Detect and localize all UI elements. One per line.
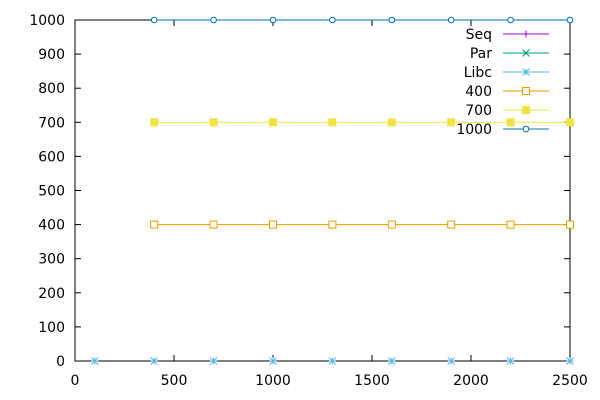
data-point [209,357,218,365]
series-layer [90,16,574,365]
data-point [566,118,574,127]
series-400 [150,220,574,229]
legend-label: Seq [466,27,492,43]
legend-marker [522,106,530,114]
plot-frame [74,19,571,362]
y-tick-label: 600 [38,149,65,165]
plot-area: 0 100 200 300 400 500 600 700 800 900 1000 0 500 1000… [29,13,587,389]
data-point [328,118,337,127]
x-tick-label: 0 [71,373,80,389]
x-tick-label: 1500 [354,373,390,389]
y-tick-label: 400 [38,218,65,234]
y-tick-label: 0 [56,354,65,370]
data-point [328,220,337,229]
data-point [329,16,336,24]
legend: Seq Par Libc 400 700 1000 [456,27,549,138]
data-point [269,118,277,127]
data-point [566,16,574,24]
data-point [150,118,159,127]
data-point [506,357,515,365]
y-tick-label: 200 [38,286,65,302]
data-point [387,220,396,229]
data-point [150,357,159,365]
x-tick-label: 1000 [255,373,291,389]
data-point [90,357,99,365]
data-point [328,357,337,365]
legend-label: Libc [464,65,492,81]
data-point [447,16,455,24]
series-1000 [150,16,574,24]
data-point [269,220,277,229]
data-point [150,16,158,24]
legend-marker [522,68,530,76]
data-point [210,16,217,24]
data-point [269,16,277,24]
data-point [506,220,515,229]
data-point [209,118,218,127]
y-tick-label: 900 [38,47,65,63]
data-point [388,16,396,24]
series-700 [150,118,574,127]
data-point [447,220,456,229]
data-point [447,357,456,365]
data-point [566,357,574,365]
data-point [507,16,514,24]
series-libc [90,357,574,365]
legend-label: 700 [465,103,492,119]
x-tick-label: 500 [161,373,188,389]
data-point [387,357,396,365]
y-tick-label: 500 [38,184,65,200]
y-tick-label: 1000 [29,13,65,29]
x-tick-label: 2000 [453,373,489,389]
y-tick-label: 700 [38,115,65,131]
legend-label: 1000 [456,122,492,138]
y-tick-label: 300 [38,252,65,268]
data-point [269,357,277,365]
data-point [506,118,515,127]
legend-label: 400 [465,84,492,100]
data-point [566,220,574,229]
data-point [209,220,218,229]
legend-marker [522,125,530,133]
y-tick-label: 100 [38,320,65,336]
data-point [447,118,456,127]
x-tick-label: 2500 [552,373,588,389]
data-point [150,220,159,229]
legend-marker [522,49,530,57]
legend-marker [522,87,530,95]
data-point [387,118,396,127]
legend-marker [522,30,530,38]
legend-label: Par [470,46,492,62]
y-tick-label: 800 [38,81,65,97]
